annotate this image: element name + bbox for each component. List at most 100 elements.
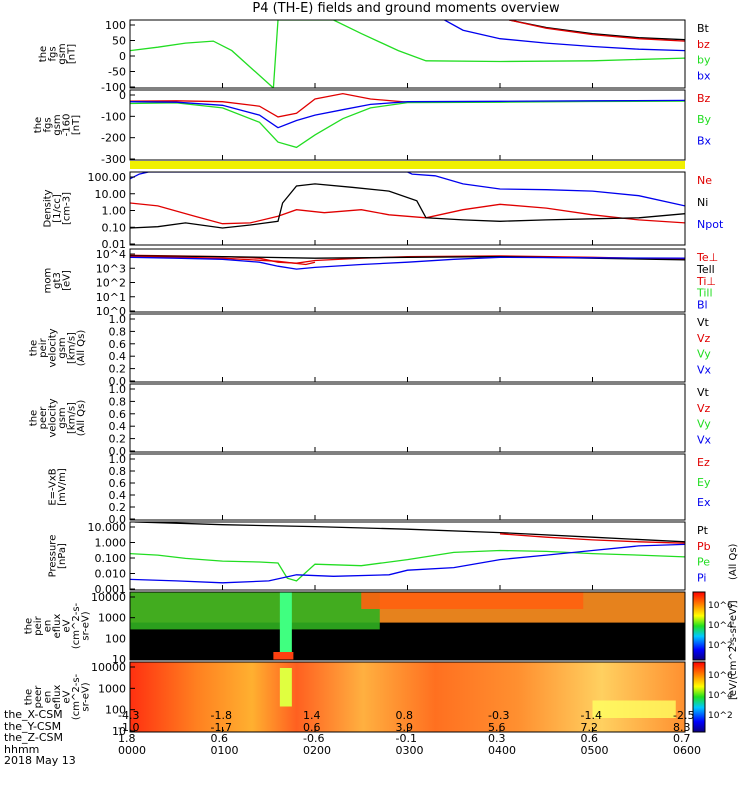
colorbar-tick-label: 10^6 <box>708 601 733 611</box>
legend-entry-By: By <box>697 113 712 126</box>
y-axis-label: eV <box>62 690 73 703</box>
ephem-value-y: 7.2 <box>580 720 599 734</box>
figure-title: P4 (TH-E) fields and ground moments over… <box>252 1 560 16</box>
ephem-value-x: -2.5 <box>673 709 695 722</box>
ephem-value-t: 0300 <box>395 743 424 757</box>
legend-entry-Pt: Pt <box>697 524 709 537</box>
y-tick-label: 10000 <box>91 591 126 604</box>
y-tick-label: -200 <box>101 132 126 145</box>
ephem-value-t: 0500 <box>580 743 609 757</box>
date-label: 2018 May 13 <box>4 754 76 767</box>
ephem-value-z: -0.1 <box>395 732 417 745</box>
legend-entry-Till: Till <box>696 287 713 300</box>
colorbar-tick-label: 10^4 <box>708 691 733 701</box>
ephem-value-x: -1.8 <box>210 709 232 722</box>
ephem-value-x: 1.4 <box>303 709 321 722</box>
y-tick-label: 1.00 <box>102 205 127 218</box>
heatmap <box>130 662 685 732</box>
y-tick-label: 50 <box>112 35 126 48</box>
y-axis-label: [km/s] <box>66 402 77 434</box>
ephem-value-z: -0.6 <box>303 732 325 745</box>
y-axis-label: the <box>24 689 35 705</box>
y-tick-label: 0.001 <box>95 583 127 596</box>
y-tick-label: 10^0 <box>96 305 126 318</box>
y-tick-label: -100 <box>101 81 126 94</box>
y-tick-label: 0.8 <box>109 465 127 478</box>
y-axis-label: peer <box>38 406 49 430</box>
colorbar <box>692 591 706 661</box>
legend-entry-Bx: Bx <box>697 134 712 147</box>
colorbar <box>692 661 706 733</box>
legend-entry-Pb: Pb <box>697 540 711 553</box>
y-axis-label: fgs <box>47 46 58 61</box>
legend-entry-Vz: Vz <box>697 402 711 415</box>
legend-entry-Ne: Ne <box>697 174 712 187</box>
y-axis-label: sr-eV) <box>81 682 92 711</box>
ephem-value-y: 5.6 <box>488 720 506 734</box>
legend-entry-Vx: Vx <box>697 433 712 446</box>
heatmap-patch <box>592 700 676 718</box>
y-axis-label: en <box>43 620 54 633</box>
y-tick-label: 0.8 <box>109 325 127 338</box>
y-tick-label: 0.2 <box>109 501 127 514</box>
y-tick-label: 0.6 <box>109 408 127 421</box>
y-axis-label: [km/s] <box>66 332 77 364</box>
legend-entry-Vy: Vy <box>697 418 711 431</box>
status-bar <box>130 161 685 169</box>
y-axis-label: [mV/m] <box>57 468 68 506</box>
y-tick-label: 10 <box>112 653 126 666</box>
series-line-Pb <box>499 533 685 544</box>
heatmap-band-right <box>361 592 584 609</box>
y-tick-label: 10.000 <box>88 521 127 534</box>
y-tick-label: -300 <box>101 153 126 166</box>
ephem-value-t: 0100 <box>210 743 239 757</box>
y-tick-label: 0.100 <box>95 552 127 565</box>
panel-7: 1.00.80.60.40.20.0 E=-VxB[mV/m] Ez Ey Ex <box>47 453 711 526</box>
series-line-bx <box>444 20 685 52</box>
ephem-value-t: 0200 <box>303 743 331 757</box>
y-axis-label: E=-VxB <box>47 468 58 505</box>
ephem-value-x: -1.4 <box>580 709 602 722</box>
y-tick-label: 10.00 <box>95 188 127 201</box>
y-axis-label: [eV] <box>62 270 73 291</box>
y-tick-label: -100 <box>101 110 126 123</box>
y-tick-label: 0.2 <box>109 363 127 376</box>
y-axis-label: (All Qs) <box>76 330 87 367</box>
colorbar-label: [eV/(cm^2-s-sr-eV)] <box>728 600 739 700</box>
y-axis-label: the <box>28 410 39 426</box>
series-line-Npot <box>130 172 685 207</box>
panel-10: 10000 1000 100 10 thepeerenefluxeV(cm^2-s-sr… <box>24 661 686 738</box>
y-axis-label: eflux <box>52 614 63 639</box>
ephem-value-t: 0600 <box>673 743 701 757</box>
series-line-Bl <box>130 256 685 270</box>
y-axis-label: peer <box>33 685 44 709</box>
series-line-by <box>130 20 685 88</box>
y-tick-label: 100 <box>105 632 126 645</box>
y-tick-label: 0.8 <box>109 395 127 408</box>
series-line-Pi <box>130 543 685 584</box>
legend-entry-Vx: Vx <box>697 363 712 376</box>
y-axis-label: (All Qs) <box>76 400 87 437</box>
y-axis-label: gsm <box>52 114 63 135</box>
y-tick-label: 100.00 <box>88 171 127 184</box>
y-tick-label: 0.01 <box>102 238 127 251</box>
ephem-value-y: 0.6 <box>303 720 321 734</box>
y-axis-label: fgs <box>43 117 54 132</box>
ephem-value-y: 3.9 <box>395 720 414 734</box>
legend-entry-Vt: Vt <box>697 316 710 329</box>
colorbar-label-side: (All Qs) <box>728 543 739 580</box>
y-axis-label: en <box>43 691 54 704</box>
heatmap <box>130 592 685 660</box>
y-axis-label: Pressure <box>47 535 58 578</box>
ephemeris-labels: the_X-CSM the_Y-CSM the_Z-CSM hhmm 2018 … <box>4 709 76 767</box>
ephem-value-t: 0400 <box>488 743 516 757</box>
y-axis-label: [nT] <box>66 44 77 64</box>
y-tick-label: 10^2 <box>96 277 126 290</box>
y-tick-label: 10^1 <box>96 291 126 304</box>
panel-frame <box>129 171 686 246</box>
y-tick-label: 1.0 <box>109 383 127 396</box>
heatmap-spike <box>279 592 292 660</box>
series-line-Bx <box>130 99 685 129</box>
